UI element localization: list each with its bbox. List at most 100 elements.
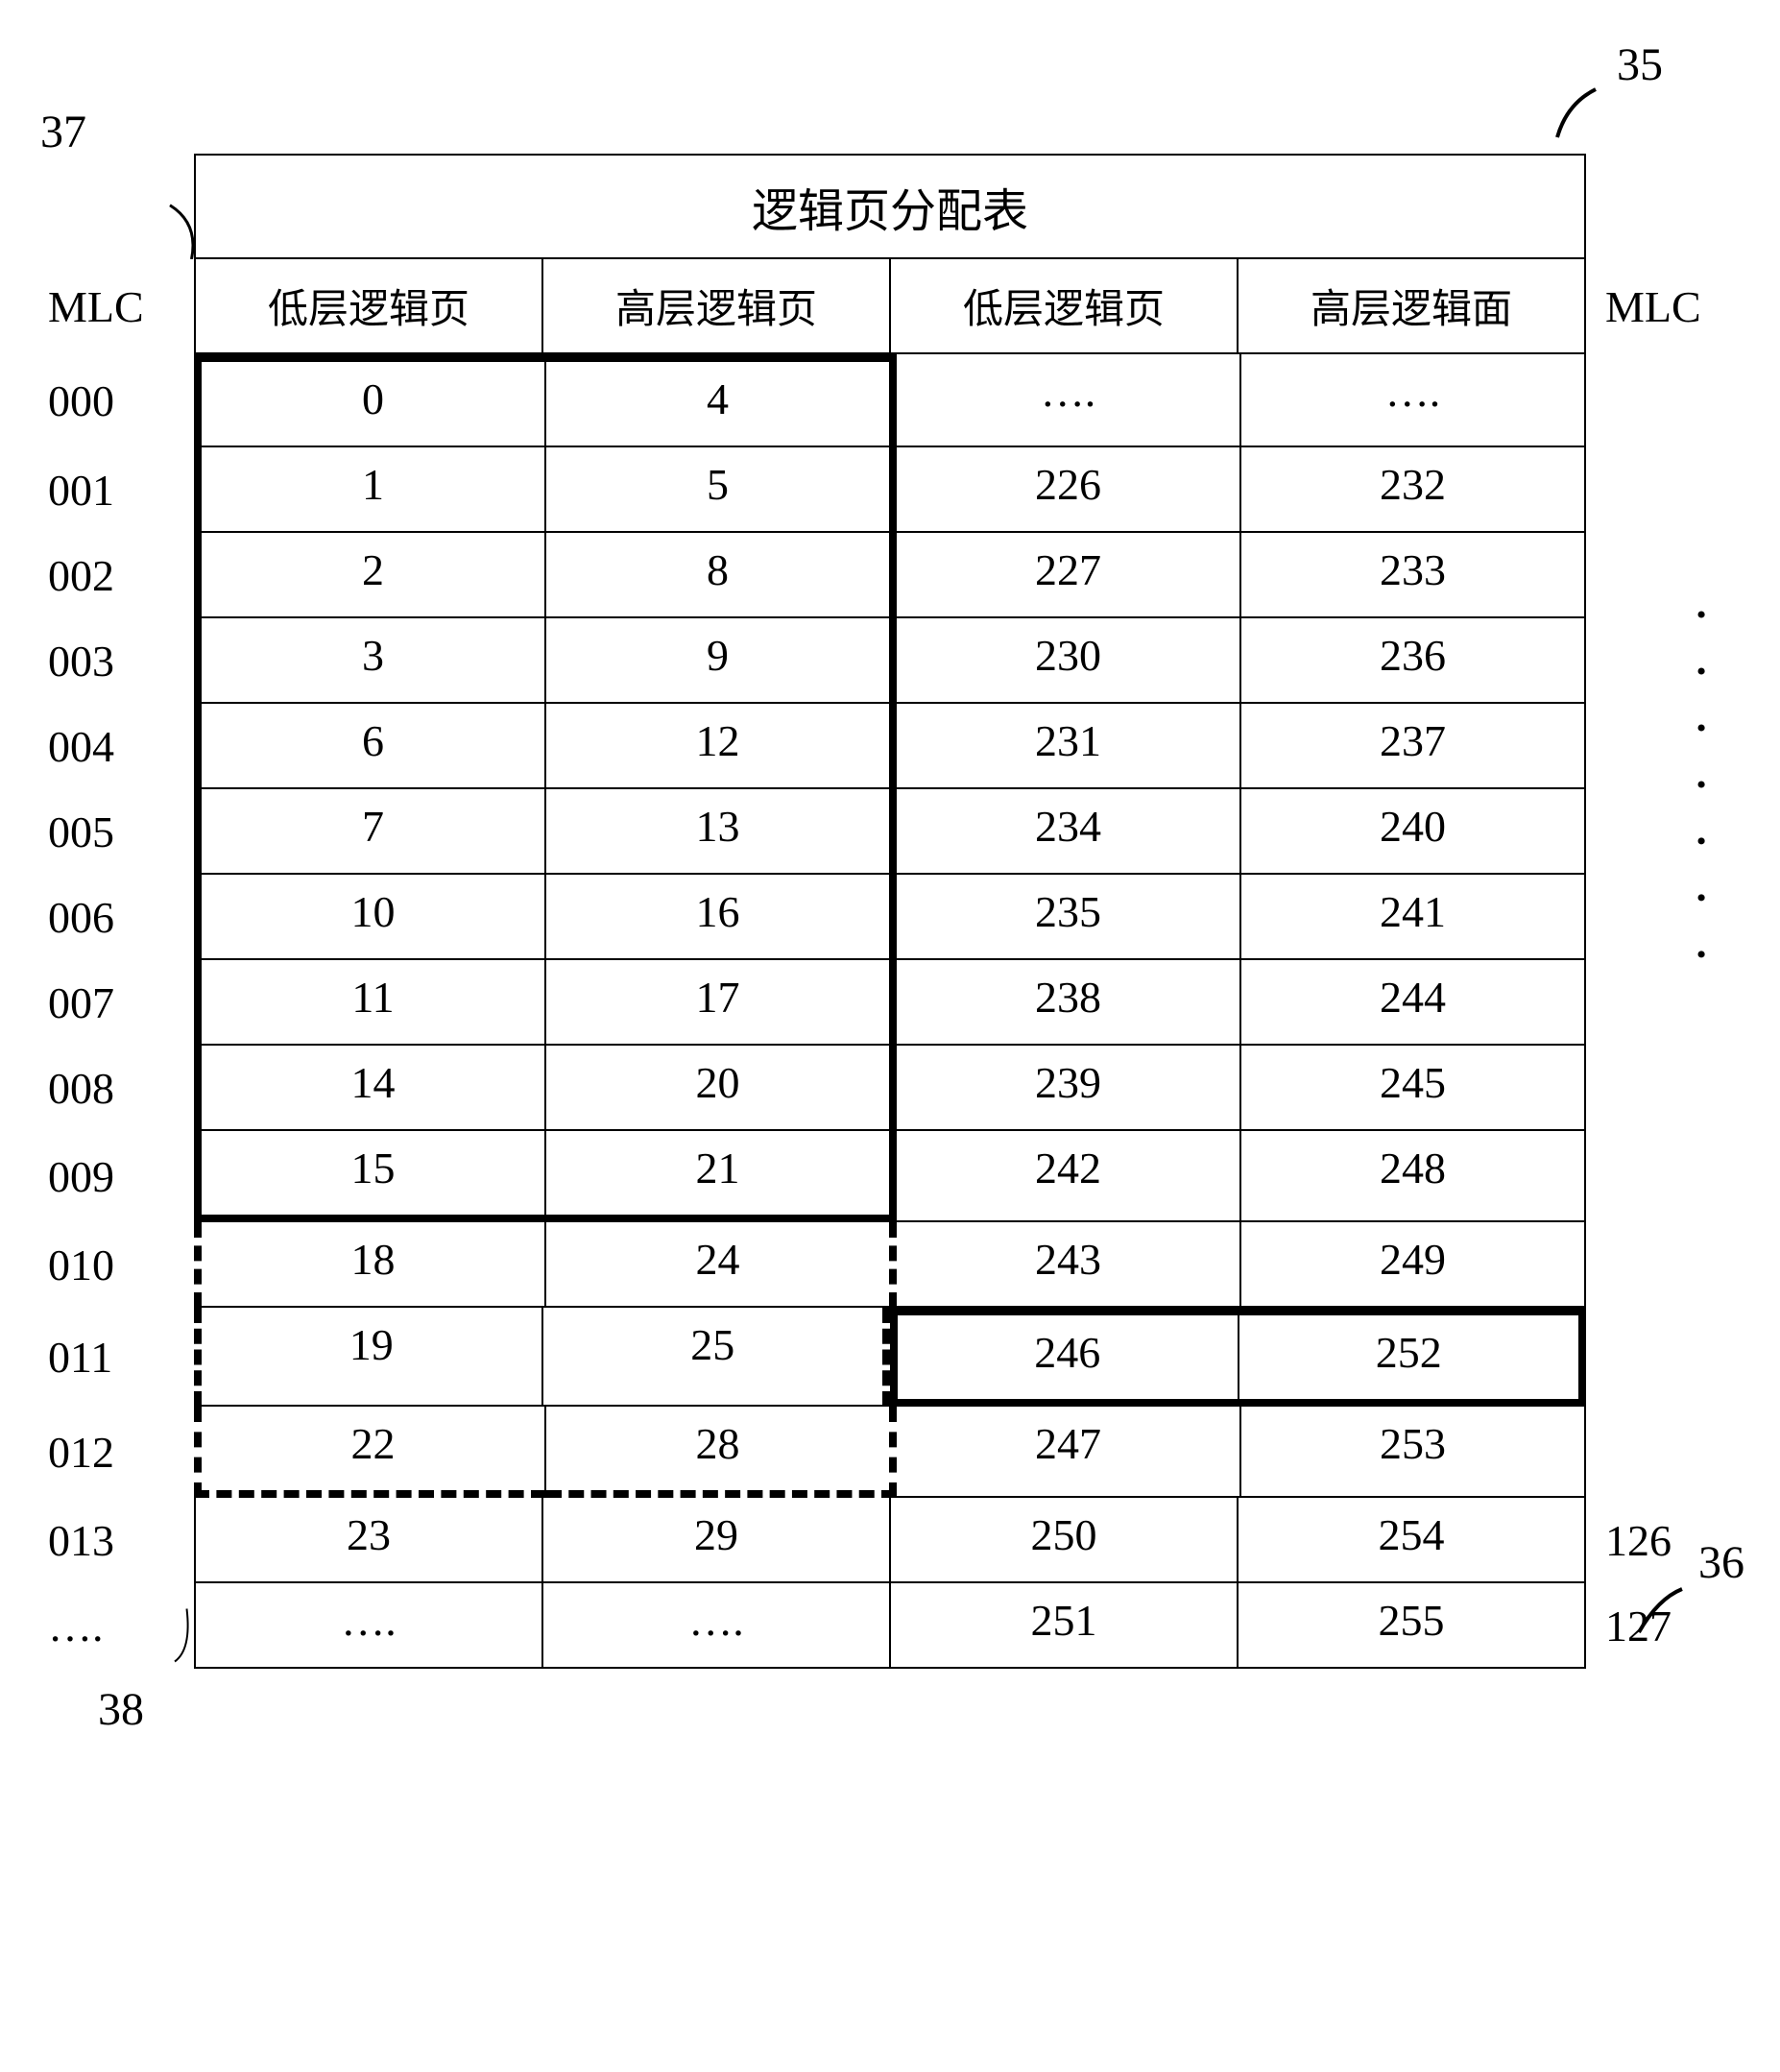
table-cell: 4 xyxy=(546,354,897,447)
mlc-left-index: 000 xyxy=(40,354,194,447)
mlc-left-index: 013 xyxy=(40,1498,194,1583)
table-row: 0132329250254126 xyxy=(40,1498,1740,1583)
table-cell: 5 xyxy=(546,447,897,533)
ref-label-37: 37 xyxy=(40,106,86,158)
mlc-left-index: 004 xyxy=(40,704,194,789)
table-row: 005713234240 xyxy=(40,789,1740,875)
ref-35-leader-icon xyxy=(1548,84,1605,142)
table-row: 00004….…. xyxy=(40,354,1740,447)
table-cell: 23 xyxy=(194,1498,543,1583)
ref-36-leader-icon xyxy=(1629,1584,1687,1642)
table-cell: 252 xyxy=(1239,1308,1587,1407)
table-cell: 18 xyxy=(194,1222,546,1308)
table-cell: 25 xyxy=(543,1308,891,1407)
table-cell: 21 xyxy=(546,1131,897,1222)
table-cell: …. xyxy=(897,354,1241,447)
table-cell: 2 xyxy=(194,533,546,618)
mlc-left-index: 001 xyxy=(40,447,194,533)
table-cell: 3 xyxy=(194,618,546,704)
ref-label-35: 35 xyxy=(1617,38,1663,91)
table-cell: 239 xyxy=(897,1046,1241,1131)
table-cell: 255 xyxy=(1239,1583,1586,1669)
table-cell: 246 xyxy=(890,1308,1239,1407)
table-cell: 19 xyxy=(194,1308,543,1407)
mlc-left-index: 002 xyxy=(40,533,194,618)
table-cell: 236 xyxy=(1241,618,1586,704)
header-row: MLC 低层逻辑页 高层逻辑页 低层逻辑页 高层逻辑面 MLC xyxy=(40,259,1740,354)
table-cell: 20 xyxy=(546,1046,897,1131)
table-row: 0061016235241 xyxy=(40,875,1740,960)
table-cell: 10 xyxy=(194,875,546,960)
ref-label-36: 36 xyxy=(1698,1536,1744,1589)
table-row: 0081420239245 xyxy=(40,1046,1740,1131)
table-cell: 242 xyxy=(897,1131,1241,1222)
table-cell: 250 xyxy=(891,1498,1239,1583)
table-cell: 11 xyxy=(194,960,546,1046)
mlc-right-index xyxy=(1586,1407,1740,1498)
table-row: 0111925246252 xyxy=(40,1308,1740,1407)
table-cell: 234 xyxy=(897,789,1241,875)
mlc-left-index: 010 xyxy=(40,1222,194,1308)
mlc-left-index: 008 xyxy=(40,1046,194,1131)
table-cell: …. xyxy=(1241,354,1586,447)
col-header: 高层逻辑面 xyxy=(1239,259,1586,354)
col-header: 高层逻辑页 xyxy=(543,259,891,354)
mlc-right-index xyxy=(1586,354,1740,447)
table-cell: …. xyxy=(543,1583,891,1669)
table-cell: …. xyxy=(194,1583,543,1669)
table-cell: 16 xyxy=(546,875,897,960)
vertical-dots-icon: · · · · · · · xyxy=(1691,605,1711,976)
table-row: 00115226232 xyxy=(40,447,1740,533)
mlc-right-index xyxy=(1586,1046,1740,1131)
table-cell: 243 xyxy=(897,1222,1241,1308)
table-cell: 1 xyxy=(194,447,546,533)
mlc-right-index xyxy=(1586,447,1740,533)
table-cell: 9 xyxy=(546,618,897,704)
mlc-left-index: 011 xyxy=(40,1308,194,1407)
table-title: 逻辑页分配表 xyxy=(194,154,1586,259)
table-cell: 231 xyxy=(897,704,1241,789)
table-cell: 249 xyxy=(1241,1222,1586,1308)
col-header: 低层逻辑页 xyxy=(891,259,1239,354)
ref-38-leader-icon xyxy=(156,1606,213,1664)
table-row: ….….….251255127 xyxy=(40,1583,1740,1669)
table-cell: 24 xyxy=(546,1222,897,1308)
table-cell: 6 xyxy=(194,704,546,789)
table-row: 0071117238244 xyxy=(40,960,1740,1046)
table-cell: 235 xyxy=(897,875,1241,960)
table-cell: 22 xyxy=(194,1407,546,1498)
table-row: 0122228247253 xyxy=(40,1407,1740,1498)
table-cell: 230 xyxy=(897,618,1241,704)
mlc-right-label: MLC xyxy=(1586,259,1740,354)
mlc-right-index xyxy=(1586,1222,1740,1308)
mlc-left-index: 005 xyxy=(40,789,194,875)
mlc-right-index xyxy=(1586,1308,1740,1407)
diagram-container: 35 37 逻辑页分配表 MLC 低层逻辑页 高层逻辑页 低层逻辑页 高层逻辑面… xyxy=(40,38,1740,1669)
table-cell: 15 xyxy=(194,1131,546,1222)
table-cell: 233 xyxy=(1241,533,1586,618)
table-cell: 226 xyxy=(897,447,1241,533)
table-cell: 28 xyxy=(546,1407,897,1498)
table-cell: 240 xyxy=(1241,789,1586,875)
table-cell: 251 xyxy=(891,1583,1239,1669)
table-row: 00228227233 xyxy=(40,533,1740,618)
mlc-left-index: 012 xyxy=(40,1407,194,1498)
table-cell: 245 xyxy=(1241,1046,1586,1131)
mlc-left-index: 003 xyxy=(40,618,194,704)
table-row: 004612231237 xyxy=(40,704,1740,789)
table-row: 0091521242248 xyxy=(40,1131,1740,1222)
table-cell: 12 xyxy=(546,704,897,789)
table-cell: 244 xyxy=(1241,960,1586,1046)
table-cell: 237 xyxy=(1241,704,1586,789)
table-cell: 14 xyxy=(194,1046,546,1131)
table-cell: 227 xyxy=(897,533,1241,618)
table-cell: 253 xyxy=(1241,1407,1586,1498)
table-cell: 0 xyxy=(194,354,546,447)
table-cell: 232 xyxy=(1241,447,1586,533)
mlc-left-index: 007 xyxy=(40,960,194,1046)
table-row: 00339230236 xyxy=(40,618,1740,704)
title-row: 逻辑页分配表 xyxy=(40,154,1740,259)
ref-label-38: 38 xyxy=(98,1683,144,1736)
table-cell: 241 xyxy=(1241,875,1586,960)
table-cell: 7 xyxy=(194,789,546,875)
